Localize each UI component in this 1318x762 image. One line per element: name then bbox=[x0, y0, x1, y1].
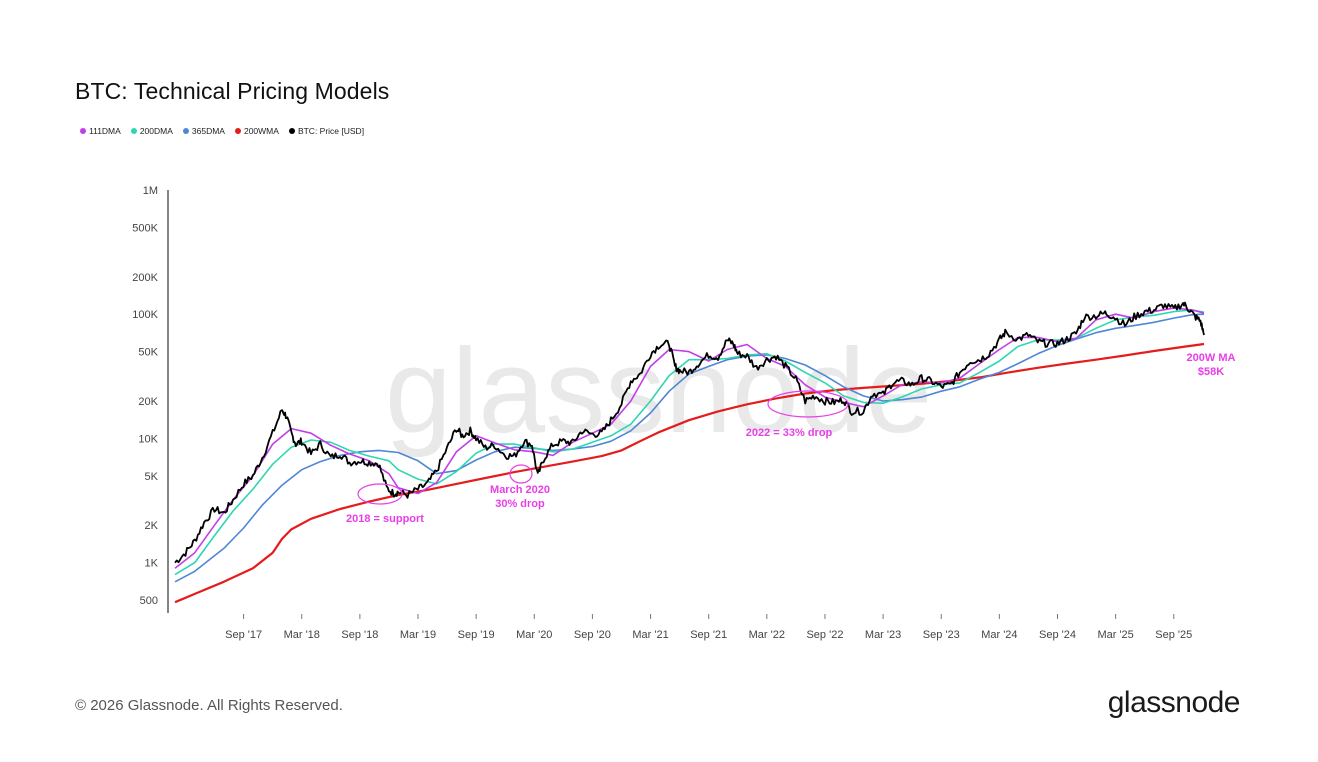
x-tick-label-sep-20: Sep '20 bbox=[574, 629, 611, 641]
x-tick-label-sep-19: Sep '19 bbox=[458, 629, 495, 641]
footer-brand-logo[interactable]: glassnode bbox=[1107, 686, 1241, 719]
chart-title: BTC: Technical Pricing Models bbox=[75, 78, 390, 104]
legend-item-200dma[interactable]: 200DMA bbox=[130, 126, 173, 136]
legend-label-365dma: 365DMA bbox=[191, 126, 225, 136]
x-tick-label-sep-22: Sep '22 bbox=[806, 629, 843, 641]
legend-item-111dma[interactable]: 111DMA bbox=[80, 126, 121, 136]
annotation-march-2020-line1: March 2020 bbox=[490, 484, 550, 496]
annotation-2022-drop: 2022 = 33% drop bbox=[746, 427, 833, 439]
x-tick-label-mar-24: Mar '24 bbox=[981, 629, 1017, 641]
series-line-111dma bbox=[174, 307, 1205, 569]
x-tick-label-mar-20: Mar '20 bbox=[516, 629, 552, 641]
series-line-200wma bbox=[174, 342, 1205, 604]
legend-item-btc-price[interactable]: BTC: Price [USD] bbox=[288, 126, 365, 136]
series-line-200dma bbox=[174, 309, 1205, 576]
legend-label-200wma: 200WMA bbox=[243, 126, 279, 136]
y-tick-label-20k: 20K bbox=[138, 396, 158, 408]
legend-dot-btc-price bbox=[288, 128, 295, 134]
x-tick-label-mar-21: Mar '21 bbox=[632, 629, 668, 641]
annotation-circle-2020 bbox=[509, 464, 533, 484]
legend-item-200wma[interactable]: 200WMA bbox=[234, 126, 279, 136]
legend-item-365dma[interactable]: 365DMA bbox=[182, 126, 225, 136]
annotation-march-2020-line2: 30% drop bbox=[495, 498, 545, 510]
x-tick-label-mar-18: Mar '18 bbox=[284, 629, 320, 641]
legend-label-111dma: 111DMA bbox=[89, 126, 121, 136]
legend-label-btc-price: BTC: Price [USD] bbox=[297, 126, 365, 136]
legend-dot-111dma bbox=[80, 128, 86, 134]
x-tick-label-sep-18: Sep '18 bbox=[341, 629, 378, 641]
annotation-2018-support: 2018 = support bbox=[346, 513, 424, 525]
y-tick-label-500: 500 bbox=[140, 595, 158, 607]
x-tick-label-sep-23: Sep '23 bbox=[923, 629, 960, 641]
y-tick-label-1k: 1K bbox=[145, 558, 159, 570]
legend-dot-200dma bbox=[130, 128, 137, 134]
x-tick-label-sep-25: Sep '25 bbox=[1155, 629, 1192, 641]
legend-label-200dma: 200DMA bbox=[139, 126, 173, 136]
x-tick-label-sep-24: Sep '24 bbox=[1039, 629, 1076, 641]
y-tick-label-200k: 200K bbox=[132, 272, 158, 284]
annotation-circle-2018 bbox=[357, 483, 403, 505]
x-tick-label-mar-19: Mar '19 bbox=[400, 629, 436, 641]
legend-dot-365dma bbox=[182, 128, 189, 134]
x-tick-label-mar-25: Mar '25 bbox=[1097, 629, 1133, 641]
legend-dot-200wma bbox=[234, 128, 241, 134]
y-tick-label-10k: 10K bbox=[138, 433, 158, 445]
footer-copyright: © 2026 Glassnode. All Rights Reserved. bbox=[75, 697, 343, 714]
x-tick-label-mar-22: Mar '22 bbox=[749, 629, 785, 641]
legend: 111DMA 200DMA 365DMA 200WMA BTC: Price [… bbox=[80, 126, 364, 136]
series-line-btc-price-usd bbox=[174, 301, 1205, 564]
x-tick-label-sep-17: Sep '17 bbox=[225, 629, 262, 641]
y-tick-label-2k: 2K bbox=[145, 520, 159, 532]
y-tick-label-5k: 5K bbox=[145, 471, 159, 483]
x-tick-label-sep-21: Sep '21 bbox=[690, 629, 727, 641]
y-tick-label-1m: 1M bbox=[143, 185, 158, 197]
y-tick-label-100k: 100K bbox=[132, 309, 158, 321]
y-tick-label-50k: 50K bbox=[138, 347, 158, 359]
x-tick-label-mar-23: Mar '23 bbox=[865, 629, 901, 641]
y-tick-label-500k: 500K bbox=[132, 222, 158, 234]
annotation-circle-2022 bbox=[767, 390, 849, 418]
annotation-200w-ma-line2: $58K bbox=[1198, 366, 1224, 378]
annotation-200w-ma-line1: 200W MA bbox=[1187, 352, 1236, 364]
